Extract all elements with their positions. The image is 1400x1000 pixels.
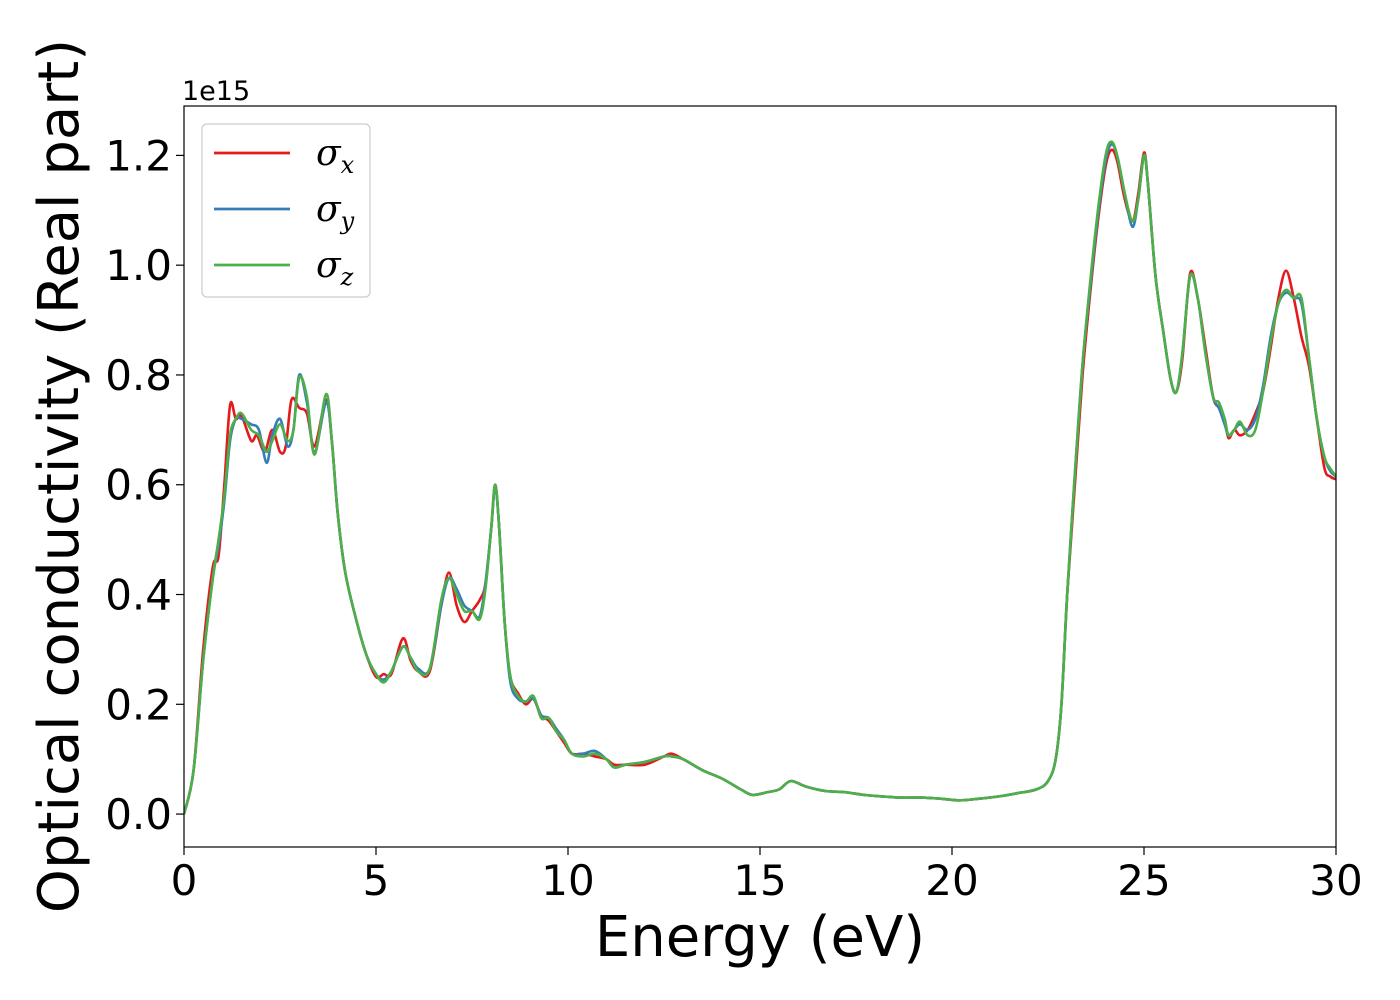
legend-label-sigma-z: σz bbox=[316, 245, 354, 291]
x-axis-title: Energy (eV) bbox=[595, 905, 925, 970]
y-tick-label: 0.0 bbox=[105, 790, 172, 839]
x-axis-ticks: 0 5 10 15 20 25 30 bbox=[171, 847, 1363, 905]
legend-box bbox=[201, 123, 371, 298]
legend-symbol: σ bbox=[316, 133, 342, 174]
y-tick-label: 0.8 bbox=[105, 351, 172, 400]
x-tick-label: 5 bbox=[363, 856, 390, 905]
legend-symbol: σ bbox=[316, 245, 342, 286]
y-tick-label: 1.0 bbox=[105, 241, 172, 290]
legend-label-sigma-x: σx bbox=[316, 133, 355, 179]
x-tick-label: 15 bbox=[733, 856, 786, 905]
legend-symbol: σ bbox=[316, 189, 342, 230]
x-tick-label: 10 bbox=[541, 856, 594, 905]
x-tick-label: 25 bbox=[1117, 856, 1170, 905]
y-axis-title: Optical conductivity (Real part) bbox=[27, 39, 92, 913]
series-layer bbox=[184, 140, 1336, 815]
y-axis-ticks: 0.0 0.2 0.4 0.6 0.8 1.0 1.2 bbox=[105, 131, 184, 839]
y-tick-label: 0.4 bbox=[105, 571, 172, 620]
x-tick-label: 20 bbox=[925, 856, 978, 905]
x-tick-label: 0 bbox=[171, 856, 198, 905]
legend-subscript: y bbox=[340, 207, 355, 235]
series-line-sigma-z bbox=[184, 140, 1336, 815]
y-tick-label: 0.6 bbox=[105, 461, 172, 510]
y-tick-label: 1.2 bbox=[105, 131, 172, 180]
legend-label-sigma-y: σy bbox=[316, 189, 355, 235]
y-offset-label: 1e15 bbox=[182, 76, 250, 107]
y-tick-label: 0.2 bbox=[105, 680, 172, 729]
legend-subscript: x bbox=[341, 151, 355, 179]
x-tick-label: 30 bbox=[1309, 856, 1362, 905]
legend-subscript: z bbox=[340, 263, 354, 291]
